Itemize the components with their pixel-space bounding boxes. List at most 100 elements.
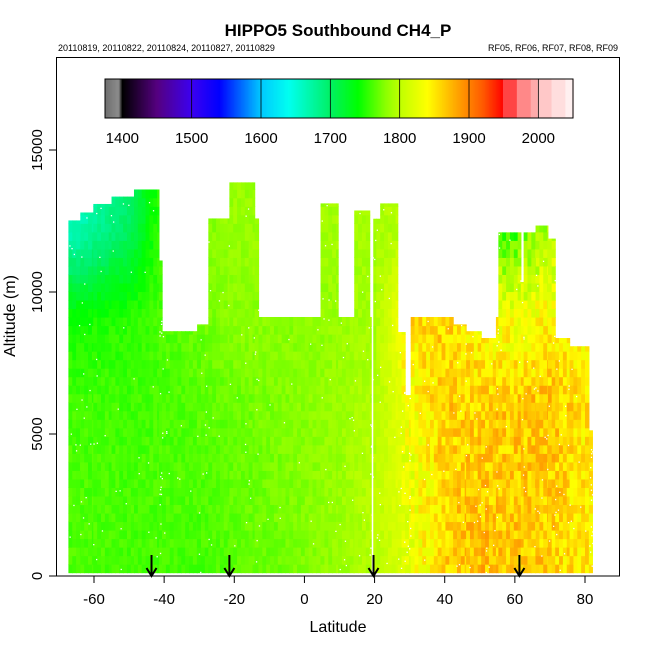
heatmap-cell <box>185 368 190 378</box>
heatmap-cell <box>297 453 302 463</box>
heatmap-cell <box>297 419 302 429</box>
heatmap-cell <box>219 218 225 224</box>
heatmap-cell <box>441 453 447 463</box>
heatmap-cell <box>281 547 287 557</box>
heatmap-cell <box>93 257 98 267</box>
heatmap-cell <box>517 478 522 488</box>
heatmap-cell <box>384 419 389 429</box>
heatmap-cell <box>141 214 147 224</box>
heatmap-cell <box>153 308 158 318</box>
heatmap-cell <box>208 444 213 454</box>
heatmap-cell <box>248 419 254 429</box>
heatmap-cell <box>219 521 225 531</box>
heatmap-cell <box>456 547 462 557</box>
heatmap-cell <box>539 282 544 293</box>
heatmap-cell <box>68 351 73 361</box>
heatmap-cell <box>498 316 503 327</box>
heatmap-cell <box>473 487 479 497</box>
heatmap-cell <box>358 265 363 275</box>
heatmap-cell <box>126 470 132 480</box>
heatmap-cell <box>93 214 98 224</box>
heatmap-cell <box>258 453 263 463</box>
heatmap-cell <box>527 232 532 241</box>
heatmap-cell <box>223 223 229 233</box>
heatmap-cell <box>300 342 306 352</box>
heatmap-cell <box>141 231 147 241</box>
heatmap-cell <box>91 470 94 480</box>
heatmap-cell <box>332 368 337 378</box>
heatmap-cell <box>252 453 256 463</box>
heatmap-cell <box>372 265 377 275</box>
heatmap-cell <box>229 376 234 386</box>
heatmap-cell <box>219 316 225 327</box>
heatmap-cell <box>441 529 447 540</box>
heatmap-cell <box>104 291 110 301</box>
heatmap-cell <box>332 325 337 335</box>
heatmap-cell <box>277 487 283 497</box>
heatmap-cell <box>244 444 250 454</box>
heatmap-cell <box>449 410 454 420</box>
heatmap-cell <box>108 248 113 258</box>
heatmap-cell <box>208 218 213 224</box>
heatmap-cell <box>492 453 497 463</box>
heatmap-cell <box>104 282 110 293</box>
heatmap-cell <box>165 461 171 471</box>
heatmap-cell <box>460 470 466 480</box>
heatmap-cell <box>354 376 359 386</box>
heatmap-cell <box>240 436 246 446</box>
heatmap-cell <box>137 436 143 446</box>
heatmap-cell <box>466 555 471 565</box>
heatmap-cell <box>365 402 371 412</box>
heatmap-cell <box>365 223 371 233</box>
heatmap-cell <box>237 512 242 523</box>
heatmap-cell <box>335 427 339 437</box>
heatmap-cell <box>300 436 306 446</box>
heatmap-cell <box>141 248 147 258</box>
heatmap-cell <box>162 478 167 488</box>
heatmap-cell <box>76 512 81 523</box>
heatmap-cell <box>84 368 89 378</box>
heatmap-cell <box>162 410 167 420</box>
heatmap-cell <box>219 393 225 403</box>
heatmap-cell <box>433 385 439 395</box>
heatmap-cell <box>88 564 93 574</box>
heatmap-cell <box>177 419 182 429</box>
heatmap-cell <box>345 436 351 446</box>
heatmap-cell <box>517 351 522 361</box>
heatmap-cell <box>433 316 439 327</box>
heatmap-cell <box>547 368 553 378</box>
heatmap-cell <box>414 453 420 463</box>
heatmap-cell <box>523 325 529 335</box>
heatmap-cell <box>469 331 475 335</box>
heatmap-cell <box>248 555 254 565</box>
heatmap-cell <box>449 376 454 386</box>
heatmap-cell <box>115 206 120 216</box>
heatmap-cell <box>123 316 128 327</box>
heatmap-cell <box>502 427 507 437</box>
heatmap-cell <box>240 376 246 386</box>
heatmap-cell <box>324 393 329 403</box>
heatmap-cell <box>473 368 479 378</box>
heatmap-cell <box>338 453 343 463</box>
heatmap-cell <box>133 385 139 395</box>
heatmap-cell <box>429 376 435 386</box>
heatmap-cell <box>157 495 160 506</box>
heatmap-cell <box>523 240 529 250</box>
heatmap-cell <box>335 214 339 224</box>
heatmap-cell <box>324 529 329 540</box>
heatmap-cell <box>531 402 536 412</box>
heatmap-cell <box>165 478 171 488</box>
heatmap-cell <box>380 555 385 565</box>
heatmap-cell <box>97 393 102 403</box>
heatmap-cell <box>262 393 267 403</box>
heatmap-cell <box>169 478 175 488</box>
heatmap-cell <box>137 538 143 548</box>
heatmap-cell <box>157 427 160 437</box>
heatmap-cell <box>204 487 209 497</box>
heatmap-cell <box>502 393 507 403</box>
heatmap-cell <box>133 274 139 284</box>
heatmap-cell <box>449 487 454 497</box>
heatmap-cell <box>492 410 497 420</box>
heatmap-cell <box>297 334 302 344</box>
heatmap-cell <box>240 223 246 233</box>
